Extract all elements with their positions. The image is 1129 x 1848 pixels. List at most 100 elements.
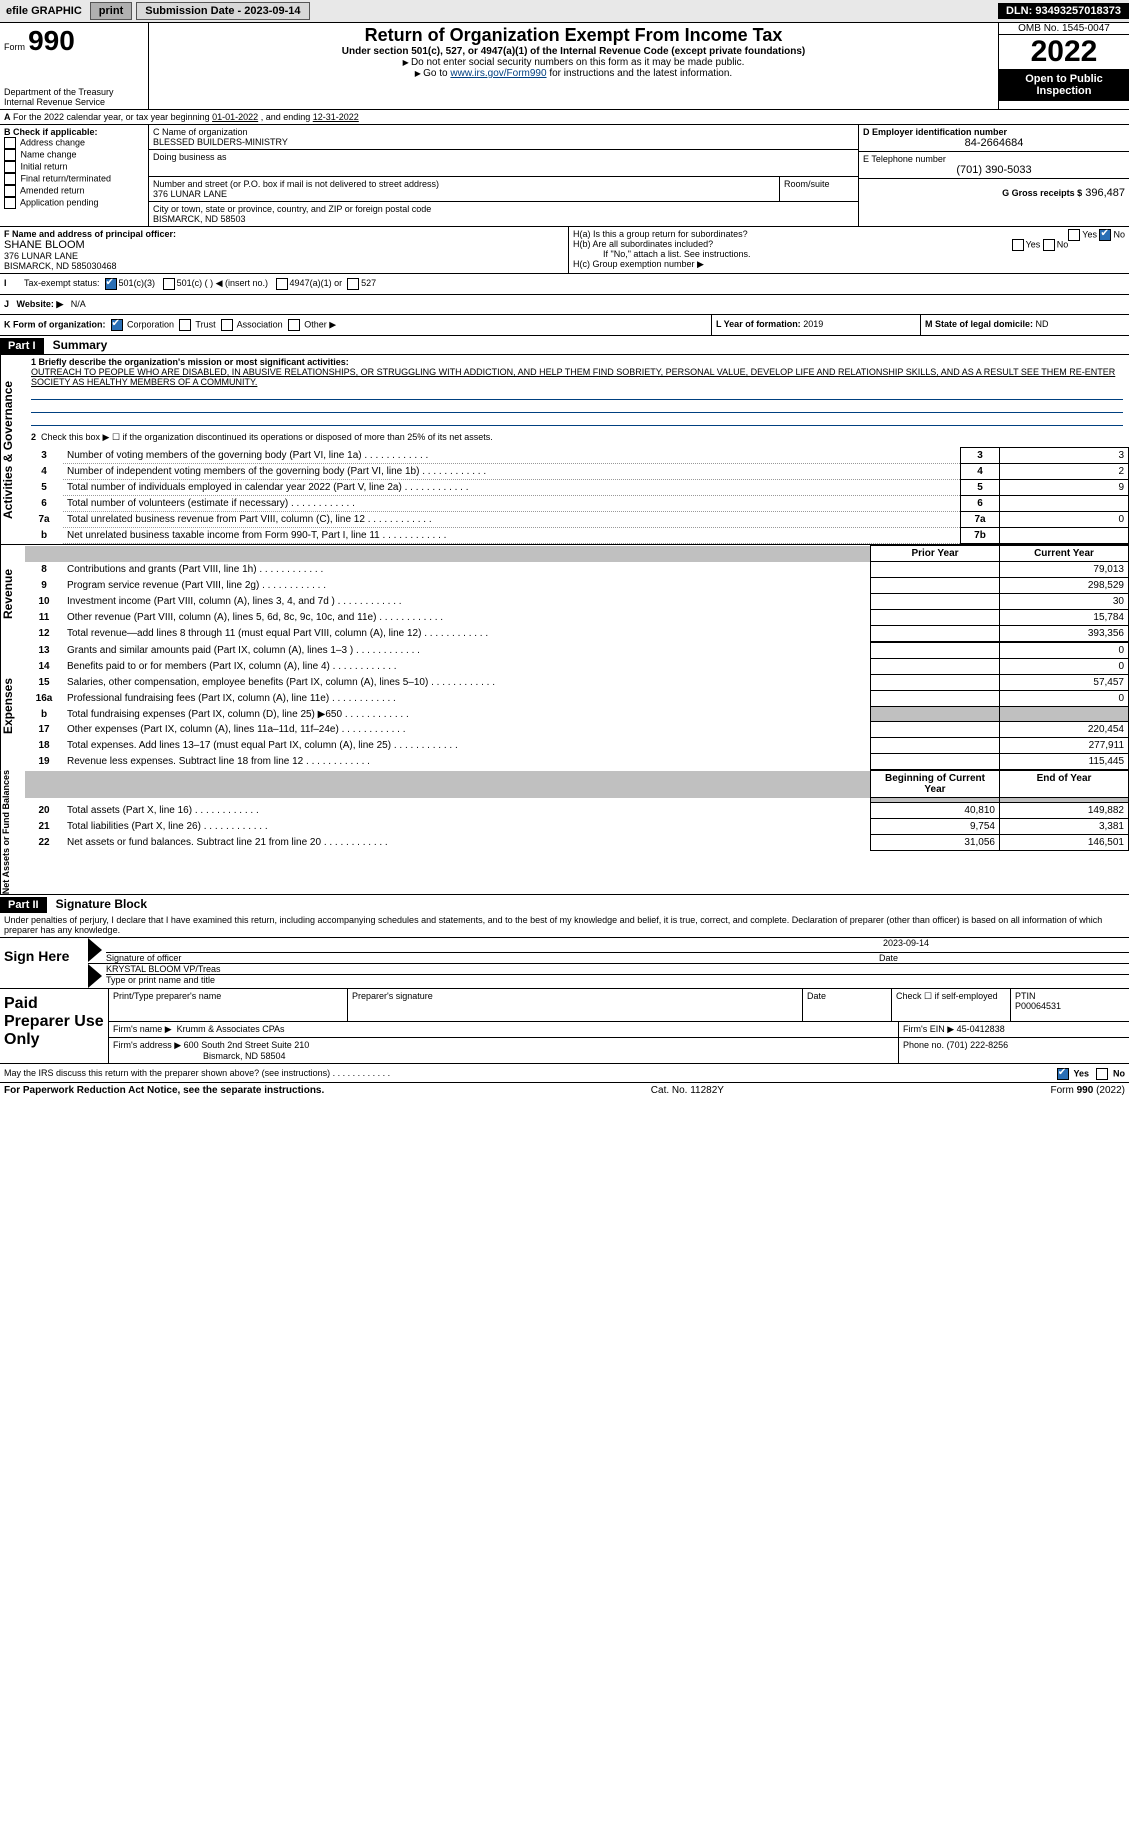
check-self-employed: Check ☐ if self-employed [892,989,1011,1021]
firm-name: Krumm & Associates CPAs [177,1024,285,1034]
irs-link[interactable]: www.irs.gov/Form990 [450,68,546,79]
table-row: 17Other expenses (Part IX, column (A), l… [25,722,1129,738]
discuss-no-checkbox[interactable] [1096,1068,1108,1080]
table-row: 22Net assets or fund balances. Subtract … [25,835,1129,851]
ptin-value: P00064531 [1015,1001,1125,1011]
other-checkbox[interactable] [288,319,300,331]
type-name-label: Type or print name and title [106,975,215,985]
hb-yes: Yes [1026,239,1041,249]
ha-label: H(a) Is this a group return for subordin… [573,229,748,239]
table-row: 4Number of independent voting members of… [25,464,1129,480]
line-a-pre: For the 2022 calendar year, or tax year … [13,112,212,122]
irs-label: Internal Revenue Service [4,97,144,107]
block-e-label: E Telephone number [863,154,1125,164]
block-b-option: Final return/terminated [4,173,144,185]
omb-number: OMB No. 1545-0047 [999,23,1129,35]
sig-date-label: Date [879,953,1129,963]
line1-label: 1 Briefly describe the organization's mi… [31,357,349,367]
opt-4947: 4947(a)(1) or [290,278,343,290]
table-row: 19Revenue less expenses. Subtract line 1… [25,754,1129,770]
block-b-option: Application pending [4,197,144,209]
hb-yes-checkbox[interactable] [1012,239,1024,251]
hc-label: H(c) Group exemption number ▶ [573,259,1125,270]
block-b-checkbox[interactable] [4,185,16,197]
firm-addr-label: Firm's address ▶ [113,1040,181,1050]
form-number: 990 [28,25,75,56]
part1-rev-block: Revenue Prior YearCurrent Year8Contribut… [0,544,1129,642]
opt-527: 527 [361,278,376,290]
table-row: 6Total number of volunteers (estimate if… [25,496,1129,512]
sig-arrow-icon-2 [88,964,102,988]
block-b-option: Address change [4,137,144,149]
line2-text: Check this box ▶ ☐ if the organization d… [41,432,493,442]
table-row: 16aProfessional fundraising fees (Part I… [25,691,1129,707]
ha-row: H(a) Is this a group return for subordin… [573,229,1125,239]
opt-assoc: Association [237,319,283,329]
501c-checkbox[interactable] [163,278,175,290]
footer-cat: Cat. No. 11282Y [651,1085,724,1096]
note-link: Go to www.irs.gov/Form990 for instructio… [153,68,994,79]
opt-501c3: 501(c)(3) [119,278,156,290]
prep-name-label: Print/Type preparer's name [109,989,348,1021]
year-formation: 2019 [803,319,823,329]
table-row: 11Other revenue (Part VIII, column (A), … [25,610,1129,626]
table-row: 18Total expenses. Add lines 13–17 (must … [25,738,1129,754]
dba-label: Doing business as [153,152,854,162]
501c3-checkbox[interactable] [105,278,117,290]
city-label: City or town, state or province, country… [153,204,854,214]
table-header-row: Prior YearCurrent Year [25,546,1129,562]
block-f-label: F Name and address of principal officer: [4,229,564,239]
hb-label: H(b) Are all subordinates included? [573,239,713,249]
block-g-label: G Gross receipts $ [1002,188,1082,198]
firm-name-label: Firm's name ▶ [113,1024,172,1034]
ha-no-checkbox[interactable] [1099,229,1111,241]
submission-date: Submission Date - 2023-09-14 [136,2,309,20]
table-row: 5Total number of individuals employed in… [25,480,1129,496]
block-d-label: D Employer identification number [863,127,1125,137]
prep-date-label: Date [803,989,892,1021]
discuss-text: May the IRS discuss this return with the… [4,1068,330,1078]
part1-title: Summary [47,336,114,354]
line-a-end: 12-31-2022 [313,112,359,122]
527-checkbox[interactable] [347,278,359,290]
block-b-checkbox[interactable] [4,173,16,185]
block-b-checkbox[interactable] [4,161,16,173]
print-button[interactable]: print [90,2,132,20]
addr-label: Number and street (or P.O. box if mail i… [153,179,775,189]
block-b-checkbox[interactable] [4,149,16,161]
block-b-label: B Check if applicable: [4,127,144,137]
discuss-row: May the IRS discuss this return with the… [0,1064,1129,1083]
block-b-checkbox[interactable] [4,137,16,149]
corp-checkbox[interactable] [111,319,123,331]
table-row: 15Salaries, other compensation, employee… [25,675,1129,691]
dln-value: DLN: 93493257018373 [998,3,1129,19]
website-label: Website: ▶ [17,299,64,309]
assoc-checkbox[interactable] [221,319,233,331]
hb-no: No [1057,239,1069,249]
firm-addr2: Bismarck, ND 58504 [113,1051,286,1061]
firm-ein-label: Firm's EIN ▶ [903,1024,954,1034]
trust-checkbox[interactable] [179,319,191,331]
officer-name: SHANE BLOOM [4,239,564,251]
block-b-checkbox[interactable] [4,197,16,209]
table-row: bTotal fundraising expenses (Part IX, co… [25,707,1129,722]
hb-no-checkbox[interactable] [1043,239,1055,251]
sig-arrow-icon [88,938,102,962]
table-row: 8Contributions and grants (Part VIII, li… [25,562,1129,578]
block-j: J Website: ▶ N/A [0,295,1129,315]
sign-here-block: Sign Here 2023-09-14 Signature of office… [0,938,1129,989]
form-header: Form 990 Department of the Treasury Inte… [0,23,1129,110]
ha-no: No [1113,229,1125,239]
discuss-yes-checkbox[interactable] [1057,1068,1069,1080]
ein-value: 84-2664684 [863,137,1125,149]
4947-checkbox[interactable] [276,278,288,290]
part2-title: Signature Block [50,895,153,913]
org-city: BISMARCK, ND 58503 [153,214,854,224]
ha-yes-checkbox[interactable] [1068,229,1080,241]
form-title: Return of Organization Exempt From Incom… [153,25,994,46]
table-row: 20Total assets (Part X, line 16) 40,8101… [25,803,1129,819]
officer-addr2: BISMARCK, ND 585030468 [4,261,564,271]
form-subtitle: Under section 501(c), 527, or 4947(a)(1)… [153,46,994,57]
opt-corp: Corporation [127,319,174,329]
line-a-begin: 01-01-2022 [212,112,258,122]
